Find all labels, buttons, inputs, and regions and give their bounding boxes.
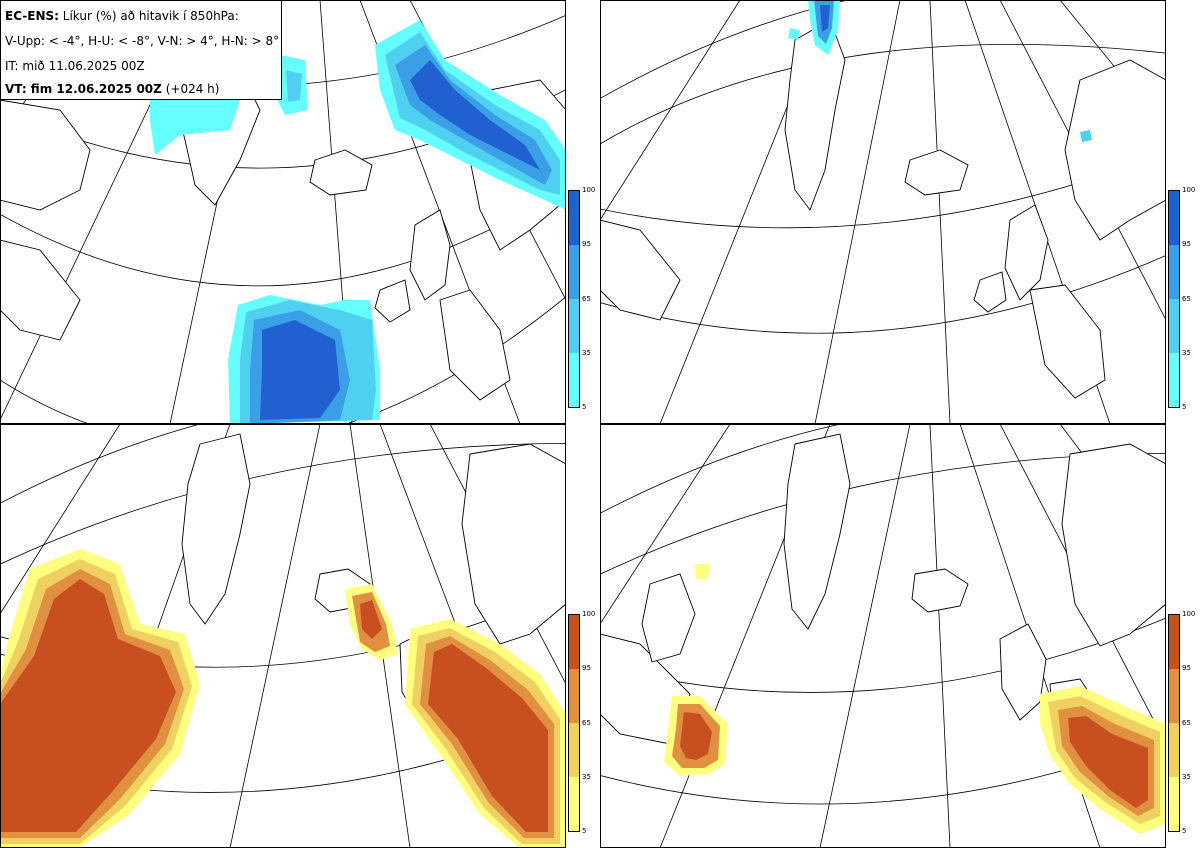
colorbar-seg [1169,245,1179,299]
colorbar-label: 95 [582,240,591,248]
warm-anomaly-areas [664,564,1166,834]
product-description: Líkur (%) að hitavik í 850hPa: [62,9,239,23]
map-canvas [600,0,1166,424]
model-name: EC-ENS: [5,9,59,23]
coastlines [600,19,1166,399]
colorbar-seg [1169,353,1179,407]
colorbar-label: 65 [1182,295,1191,303]
colorbar-label: 95 [582,664,591,672]
map-canvas [0,424,566,848]
colorbar-seg [569,777,579,831]
colorbar-seg [569,299,579,353]
colorbar-label: 100 [582,186,596,194]
colorbar-label: 35 [582,773,591,781]
map-panel-top-right [600,0,1166,424]
colorbar-label: 5 [1182,403,1187,411]
warm-anomaly-areas [0,549,566,848]
info-line-init-time: IT: mið 11.06.2025 00Z [5,59,145,73]
colorbar-label: 100 [1182,186,1196,194]
colorbar-label: 65 [582,719,591,727]
colorbar-seg [569,191,579,245]
map-canvas [600,424,1166,848]
cold-anomaly-areas [788,0,1092,142]
cold-anomaly-areas [150,20,566,424]
colorbar-seg [569,723,579,777]
colorbar-label: 35 [1182,773,1191,781]
lead-time: (+024 h) [165,82,220,96]
info-line-valid-time: VT: fim 12.06.2025 00Z (+024 h) [5,82,219,96]
colorbar-label: 5 [1182,827,1187,835]
info-line-title: EC-ENS: Líkur (%) að hitavik í 850hPa: [5,9,239,23]
map-panel-bottom-right [600,424,1166,848]
colorbar-label: 35 [1182,349,1191,357]
colorbar-warm-2 [1168,614,1180,832]
valid-time: VT: fim 12.06.2025 00Z [5,82,162,96]
colorbar-seg [1169,723,1179,777]
colorbar-label: 100 [1182,610,1196,618]
colorbar-seg [1169,669,1179,723]
colorbar-seg [569,669,579,723]
info-box: EC-ENS: Líkur (%) að hitavik í 850hPa: V… [0,0,282,100]
colorbar-seg [1169,777,1179,831]
colorbar-seg [569,353,579,407]
colorbar-label: 65 [582,295,591,303]
colorbar-cold-2 [1168,190,1180,408]
colorbar-label: 5 [582,403,587,411]
colorbar-seg [569,245,579,299]
colorbar-seg [1169,615,1179,669]
colorbar-label: 35 [582,349,591,357]
colorbar-label: 95 [1182,240,1191,248]
map-panel-bottom-left [0,424,566,848]
colorbar-seg [569,615,579,669]
colorbar-label: 95 [1182,664,1191,672]
colorbar-label: 65 [1182,719,1191,727]
colorbar-label: 100 [582,610,596,618]
colorbar-label: 5 [582,827,587,835]
colorbar-seg [1169,299,1179,353]
colorbar-warm-1 [568,614,580,832]
info-line-thresholds: V-Upp: < -4°, H-U: < -8°, V-N: > 4°, H-N… [5,34,280,48]
colorbar-seg [1169,191,1179,245]
colorbar-cold-1 [568,190,580,408]
